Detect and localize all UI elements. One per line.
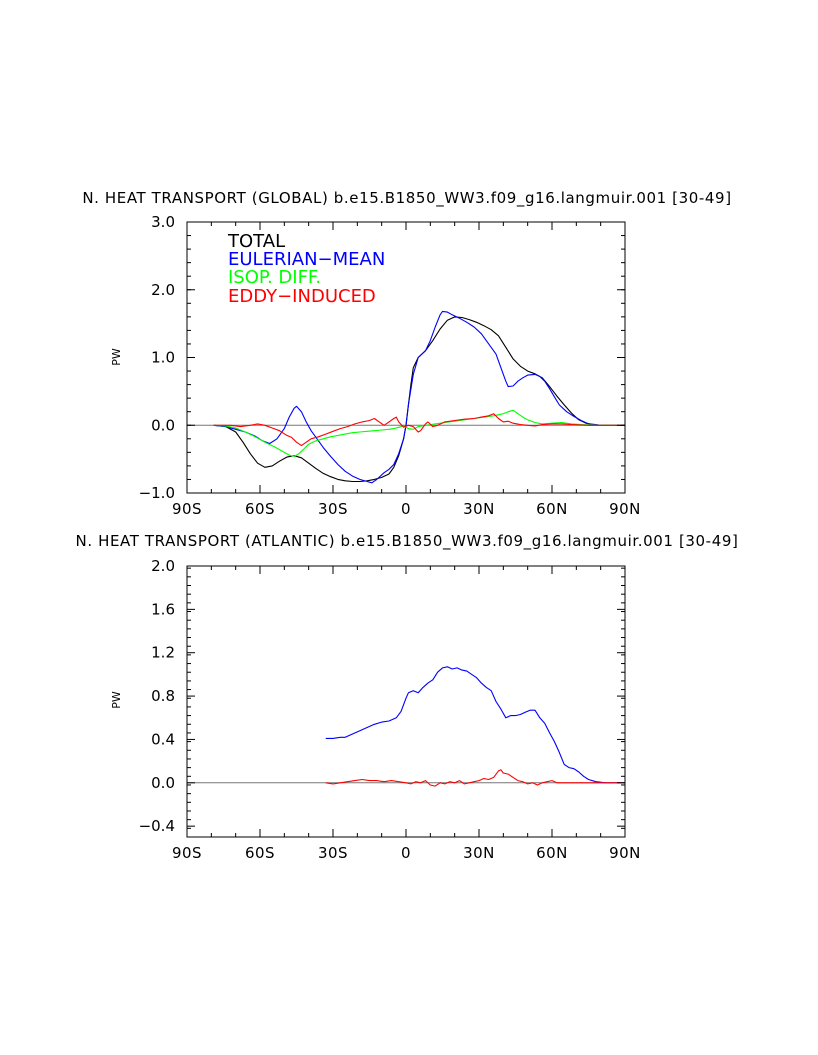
global-legend: TOTAL EULERIAN−MEAN ISOP. DIFF. EDDY−IND… (227, 231, 385, 307)
global-x-tick-label: 0 (401, 500, 411, 518)
global-series-line-eddy-induced (213, 413, 625, 447)
atlantic-x-tick-label: 90S (172, 844, 202, 862)
global-x-tick-label: 60S (245, 500, 275, 518)
global-y-axis-label: PW (110, 348, 123, 366)
global-x-tick-label: 30N (463, 500, 495, 518)
global-chart-title: N. HEAT TRANSPORT (GLOBAL) b.e15.B1850_W… (82, 189, 731, 208)
atlantic-x-tick-label: 60S (245, 844, 275, 862)
atlantic-y-tick-label: 0.0 (151, 774, 175, 792)
global-x-tick-label: 60N (536, 500, 568, 518)
legend-isop-diff: ISOP. DIFF. (228, 267, 321, 288)
legend-eddy-induced: EDDY−INDUCED (228, 286, 376, 307)
atlantic-y-tick-label: 2.0 (151, 557, 175, 575)
global-y-tick-label: 0.0 (151, 416, 175, 434)
atlantic-y-tick-label: 0.4 (151, 730, 175, 748)
atlantic-series-line-series-0 (325, 666, 625, 784)
atlantic-y-tick-label: 0.8 (151, 687, 175, 705)
global-ticks (186, 221, 626, 494)
global-series-line-isop-diff (213, 409, 625, 457)
global-y-tick-label: 3.0 (151, 213, 175, 231)
atlantic-panel: N. HEAT TRANSPORT (ATLANTIC) b.e15.B1850… (76, 532, 739, 862)
atlantic-x-tick-label: 60N (536, 844, 568, 862)
atlantic-x-tick-label: 30N (463, 844, 495, 862)
atlantic-y-axis-label: PW (110, 691, 123, 709)
global-y-tick-labels: −1.0 0.0 1.0 2.0 3.0 (139, 213, 175, 502)
atlantic-series-line-series-1 (325, 769, 625, 787)
global-panel: N. HEAT TRANSPORT (GLOBAL) b.e15.B1850_W… (82, 189, 731, 518)
atlantic-ticks (186, 565, 626, 838)
global-x-tick-label: 90S (172, 500, 202, 518)
global-plot-lines (213, 310, 625, 484)
global-series-line-eulerian-mean (213, 310, 625, 484)
atlantic-chart-title: N. HEAT TRANSPORT (ATLANTIC) b.e15.B1850… (76, 532, 739, 551)
global-y-tick-label: 1.0 (151, 349, 175, 367)
atlantic-plot-lines (325, 666, 625, 787)
global-x-tick-label: 30S (318, 500, 348, 518)
global-y-tick-label: −1.0 (139, 484, 175, 502)
atlantic-y-tick-label: 1.6 (151, 600, 175, 618)
atlantic-x-tick-label: 90N (609, 844, 641, 862)
global-x-tick-label: 90N (609, 500, 641, 518)
legend-total: TOTAL (227, 231, 285, 252)
global-x-tick-labels: 90S 60S 30S 0 30N 60N 90N (172, 500, 641, 518)
atlantic-x-tick-label: 30S (318, 844, 348, 862)
global-y-tick-label: 2.0 (151, 281, 175, 299)
legend-eulerian-mean: EULERIAN−MEAN (228, 249, 385, 270)
atlantic-y-tick-labels: −0.4 0.0 0.4 0.8 1.2 1.6 2.0 (139, 557, 175, 835)
atlantic-y-tick-label: −0.4 (139, 817, 175, 835)
atlantic-x-tick-labels: 90S 60S 30S 0 30N 60N 90N (172, 844, 641, 862)
atlantic-y-tick-label: 1.2 (151, 644, 175, 662)
atlantic-x-tick-label: 0 (401, 844, 411, 862)
